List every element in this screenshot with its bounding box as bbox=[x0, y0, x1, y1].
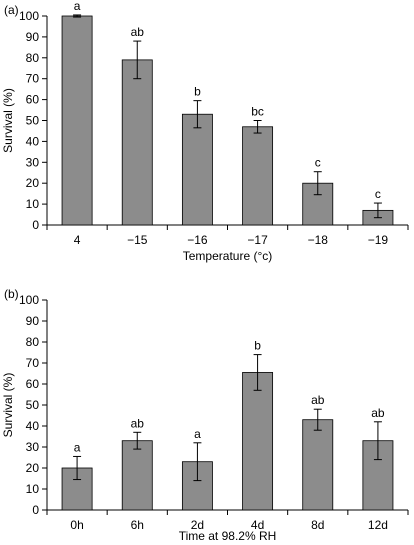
y-tick-label: 30 bbox=[26, 155, 40, 169]
x-axis-title: Temperature (°c) bbox=[183, 249, 273, 263]
significance-letter: c bbox=[315, 156, 321, 170]
x-tick-label: 4d bbox=[251, 518, 264, 532]
x-tick-label: 4 bbox=[74, 233, 81, 247]
y-tick-label: 20 bbox=[26, 461, 40, 475]
y-axis-title: Survival (%) bbox=[1, 373, 15, 438]
chart-panel-b: (b) 0 10 20 30 40 50 60 70 80 90 100 a 0h ab 6h a 2d b 4d ab… bbox=[1, 287, 409, 543]
chart-panel-a: (a) 0 10 20 30 40 50 60 70 80 90 100 a 4 ab −15 b −16 bc −1… bbox=[1, 0, 409, 263]
y-tick-label: 70 bbox=[26, 356, 40, 370]
y-tick-label: 100 bbox=[19, 293, 39, 307]
x-tick-label: 12d bbox=[368, 518, 388, 532]
significance-letter: c bbox=[375, 187, 381, 201]
significance-letter: a bbox=[74, 0, 81, 13]
x-tick-label: 6h bbox=[131, 518, 144, 532]
significance-letter: b bbox=[254, 339, 261, 353]
y-tick-label: 10 bbox=[26, 197, 40, 211]
x-tick-label: 8d bbox=[311, 518, 324, 532]
y-tick-label: 80 bbox=[26, 335, 40, 349]
y-tick-label: 40 bbox=[26, 134, 40, 148]
bar bbox=[121, 59, 153, 226]
x-tick-label: −18 bbox=[308, 233, 329, 247]
y-tick-label: 20 bbox=[26, 176, 40, 190]
y-tick-label: 40 bbox=[26, 419, 40, 433]
x-tick-label: 0h bbox=[70, 518, 83, 532]
significance-letter: ab bbox=[131, 416, 145, 430]
significance-letter: b bbox=[194, 85, 201, 99]
x-tick-label: −17 bbox=[247, 233, 268, 247]
significance-letter: bc bbox=[251, 105, 264, 119]
y-tick-label: 90 bbox=[26, 30, 40, 44]
bar bbox=[121, 440, 153, 511]
panel-label: (b) bbox=[4, 287, 19, 301]
bar bbox=[242, 372, 274, 511]
bar bbox=[181, 113, 213, 226]
y-tick-label: 60 bbox=[26, 93, 40, 107]
y-tick-label: 80 bbox=[26, 51, 40, 65]
x-tick-label: −15 bbox=[127, 233, 148, 247]
y-tick-label: 0 bbox=[32, 503, 39, 517]
y-axis-title: Survival (%) bbox=[1, 88, 15, 153]
y-tick-label: 60 bbox=[26, 377, 40, 391]
y-tick-label: 10 bbox=[26, 482, 40, 496]
significance-letter: ab bbox=[131, 25, 145, 39]
significance-letter: ab bbox=[371, 406, 385, 420]
bar bbox=[242, 126, 274, 226]
y-tick-label: 90 bbox=[26, 314, 40, 328]
x-tick-label: −16 bbox=[187, 233, 208, 247]
significance-letter: ab bbox=[311, 393, 325, 407]
bar bbox=[302, 419, 334, 511]
y-tick-label: 70 bbox=[26, 72, 40, 86]
y-tick-label: 50 bbox=[26, 114, 40, 128]
x-tick-label: 2d bbox=[191, 518, 204, 532]
bar bbox=[61, 15, 93, 226]
y-tick-label: 100 bbox=[19, 9, 39, 23]
y-tick-label: 0 bbox=[32, 218, 39, 232]
significance-letter: a bbox=[74, 440, 81, 454]
x-tick-label: −19 bbox=[368, 233, 389, 247]
x-axis-title: Time at 98.2% RH bbox=[179, 529, 277, 543]
panel-label: (a) bbox=[4, 3, 19, 17]
y-tick-label: 30 bbox=[26, 440, 40, 454]
significance-letter: a bbox=[194, 427, 201, 441]
y-tick-label: 50 bbox=[26, 398, 40, 412]
